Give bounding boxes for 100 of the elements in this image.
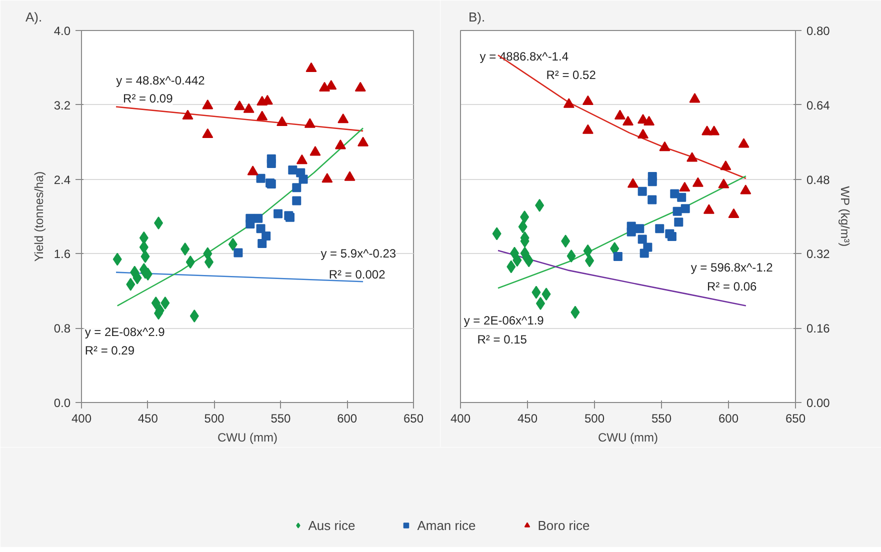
point <box>626 227 636 236</box>
point <box>524 254 534 268</box>
point <box>243 103 254 113</box>
point <box>674 218 684 227</box>
y2-axis-title: WP (kg/m³) <box>838 186 852 247</box>
x-tick-label: 500 <box>204 412 225 426</box>
legend-label: Boro rice <box>538 518 590 532</box>
annotation: R² = 0.06 <box>707 279 758 294</box>
point <box>202 128 214 138</box>
y2-tick-label: 0.48 <box>806 172 830 187</box>
x-tick-label: 550 <box>270 412 292 426</box>
point <box>204 256 214 269</box>
point <box>326 80 337 90</box>
legend-label: Aman rice <box>417 518 476 532</box>
y-axis-title: Yield (tonnes/ha) <box>32 171 46 262</box>
point <box>566 250 576 263</box>
annotation: y = 5.9x^-0.23 <box>320 246 396 261</box>
point <box>319 82 330 92</box>
point <box>679 182 690 192</box>
point <box>186 256 195 269</box>
point <box>614 110 626 120</box>
y2-tick-label: 0.80 <box>806 24 830 38</box>
point <box>322 173 333 183</box>
point <box>139 240 148 254</box>
x-axis-title: CWU (mm) <box>598 430 658 444</box>
point <box>256 224 266 234</box>
x-tick-label: 400 <box>450 412 471 426</box>
point <box>262 232 271 241</box>
point <box>126 278 136 291</box>
point <box>306 62 317 72</box>
point <box>258 238 267 248</box>
annotation: y = 2E-08x^2.9 <box>84 324 166 339</box>
point <box>708 126 720 136</box>
point <box>703 204 714 214</box>
x-tick-label: 650 <box>403 412 424 426</box>
point <box>640 248 649 258</box>
annotation: y = 2E-06x^1.9 <box>464 314 544 328</box>
point <box>686 152 698 162</box>
point <box>506 260 516 274</box>
point <box>112 252 122 266</box>
point <box>648 177 657 186</box>
x-axis-title: CWU (mm) <box>218 430 278 444</box>
point <box>563 98 574 108</box>
y-tick-label: 4.0 <box>54 24 71 38</box>
point <box>358 136 369 146</box>
point <box>638 186 647 196</box>
point <box>266 158 276 168</box>
point <box>247 166 258 176</box>
x-tick-label: 500 <box>584 412 605 426</box>
x-tick-label: 600 <box>718 412 739 426</box>
point <box>190 310 199 323</box>
point <box>583 244 592 258</box>
point <box>635 224 644 234</box>
line-series <box>497 54 747 180</box>
point <box>151 296 160 310</box>
point <box>655 224 664 234</box>
point <box>680 204 690 214</box>
point <box>354 82 366 92</box>
point <box>585 254 594 268</box>
point <box>296 154 308 164</box>
annotation: y = 4886.8x^-1.4 <box>480 50 569 64</box>
point <box>202 100 214 110</box>
point <box>667 232 676 241</box>
point <box>154 216 164 230</box>
point <box>532 286 541 299</box>
y-tick-label: 1.6 <box>54 247 71 262</box>
point <box>627 178 638 188</box>
point <box>132 271 142 284</box>
y2-tick-label: 0.16 <box>806 322 830 336</box>
y-tick-label: 3.2 <box>54 98 71 112</box>
y-tick-label: 0.0 <box>54 396 71 410</box>
legend-label: Aus rice <box>308 518 356 532</box>
chart-title: A). <box>26 10 42 24</box>
point <box>344 171 356 181</box>
annotation: y = 596.8x^-1.2 <box>690 260 774 274</box>
x-tick-label: 450 <box>517 412 538 426</box>
point <box>648 195 657 204</box>
point <box>638 234 647 244</box>
point <box>334 140 346 150</box>
point <box>613 252 622 261</box>
point <box>140 250 150 263</box>
point <box>182 110 194 120</box>
point <box>292 183 302 192</box>
chart-title: B). <box>468 10 486 24</box>
point <box>520 210 530 224</box>
point <box>542 288 551 301</box>
y2-tick-label: 0.00 <box>806 396 830 410</box>
point <box>582 124 594 134</box>
annotation: y = 48.8x^-0.442 <box>116 73 206 88</box>
point <box>512 254 522 267</box>
point <box>228 238 238 251</box>
x-tick-label: 550 <box>651 412 672 426</box>
point <box>518 220 528 234</box>
point <box>276 116 288 126</box>
point <box>718 178 730 188</box>
point <box>254 214 263 223</box>
point <box>256 110 268 120</box>
point <box>638 128 649 139</box>
point <box>139 231 148 244</box>
point <box>610 242 620 256</box>
